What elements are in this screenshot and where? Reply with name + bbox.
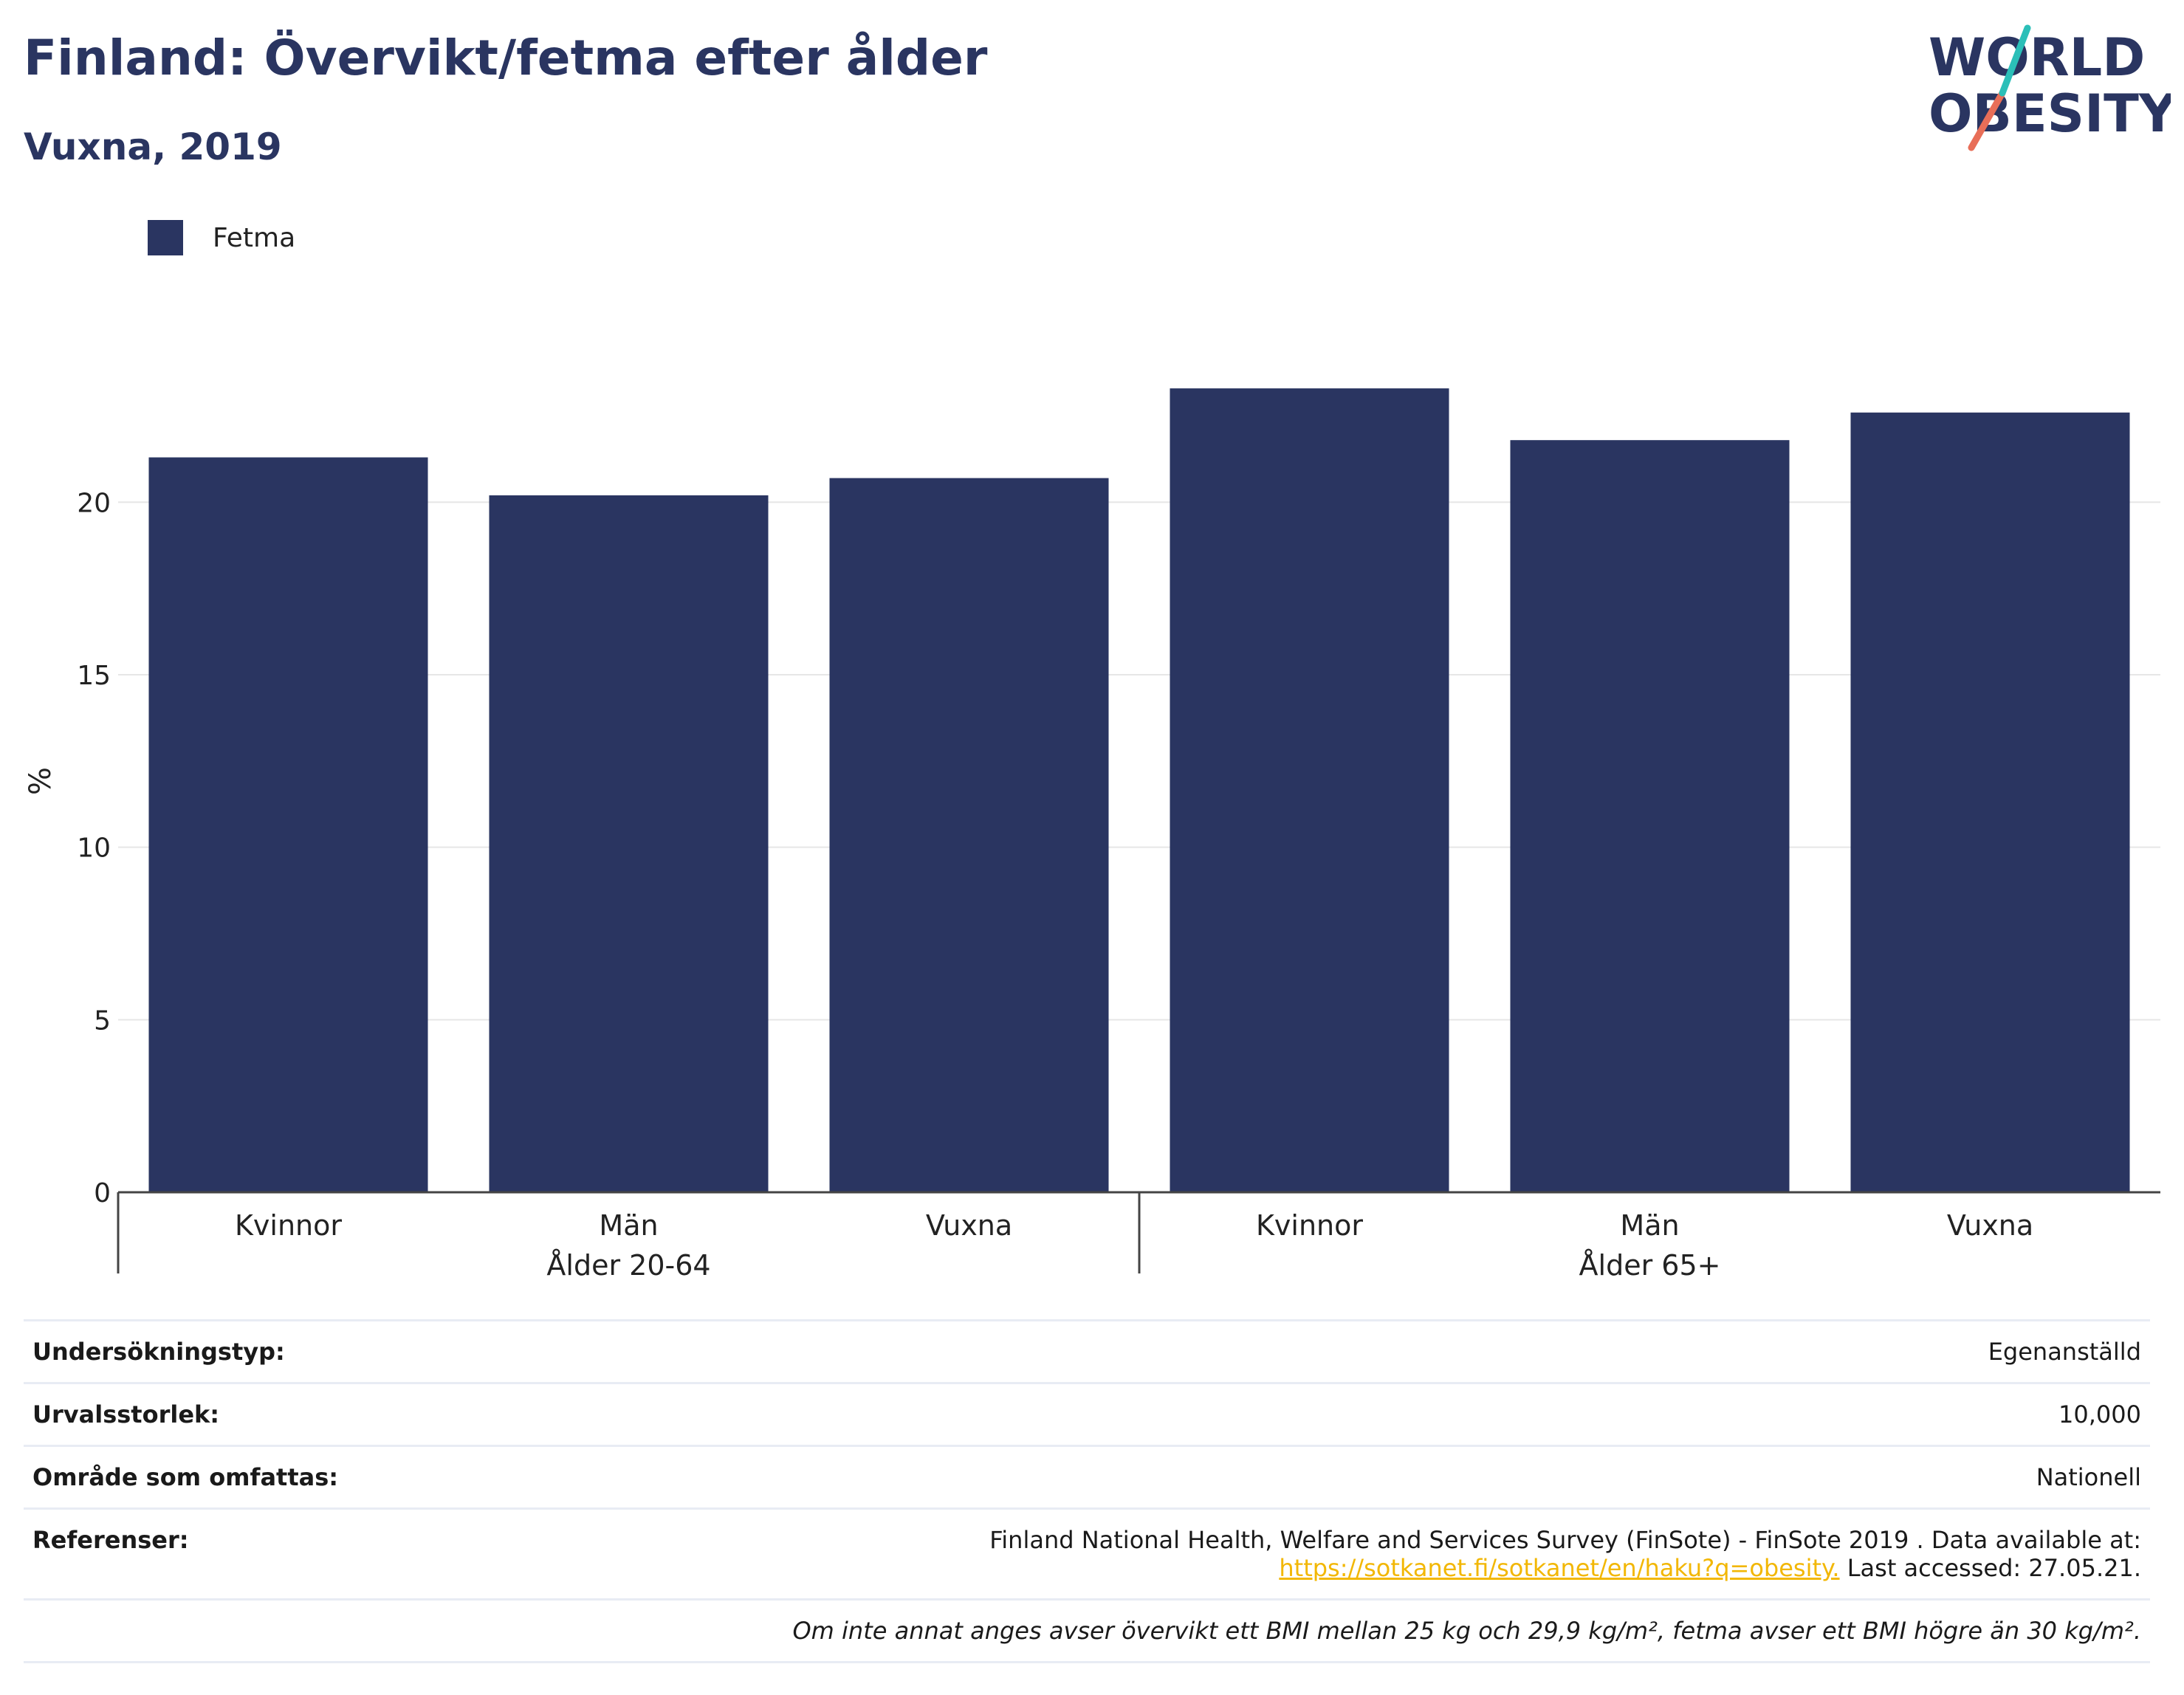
bar-män (489, 495, 769, 1192)
logo-slash-coral (1968, 89, 2006, 151)
info-value: Nationell (484, 1445, 2150, 1510)
chart-subtitle: Vuxna, 2019 (24, 126, 282, 168)
logo-slash-teal (1999, 24, 2031, 97)
survey-info-table: Undersökningstyp: Egenanställd Urvalssto… (24, 1319, 2150, 1663)
chart-title: Finland: Övervikt/fetma efter ålder (24, 30, 988, 86)
info-row-survey-type: Undersökningstyp: Egenanställd (24, 1319, 2150, 1384)
grid-lines (118, 501, 2160, 1021)
x-category-label: Vuxna (926, 1209, 1012, 1242)
info-row-references: Referenser: Finland National Health, Wel… (24, 1508, 2150, 1601)
info-key: Område som omfattas: (24, 1445, 484, 1510)
reference-text: Finland National Health, Welfare and Ser… (989, 1526, 2141, 1554)
bar-vuxna (829, 478, 1109, 1192)
x-category-label: Kvinnor (1256, 1209, 1363, 1242)
x-category-label: Män (1620, 1209, 1679, 1242)
bars (148, 388, 2130, 1193)
y-axis-label: % (24, 767, 58, 795)
x-category-label: Vuxna (1947, 1209, 2033, 1242)
bar-vuxna (1850, 412, 2130, 1192)
y-tick-label: 15 (77, 661, 111, 691)
info-key: Urvalsstorlek: (24, 1383, 484, 1447)
world-obesity-logo: WORLD OBESITY (1929, 24, 2171, 151)
info-row-footnote: Om inte annat anges avser övervikt ett B… (24, 1599, 2150, 1663)
info-key: Referenser: (24, 1508, 484, 1601)
x-group-label: Ålder 65+ (1579, 1249, 1721, 1282)
bar-kvinnor (1170, 388, 1449, 1193)
footnote: Om inte annat anges avser övervikt ett B… (24, 1599, 2150, 1663)
bar-män (1510, 440, 1790, 1192)
y-tick-label: 5 (94, 1005, 111, 1036)
x-category-label: Män (599, 1209, 658, 1242)
info-value: 10,000 (484, 1383, 2150, 1447)
bar-chart: 0 5 10 15 20 Kvinnor Män Vuxna Kvinnor Män Vuxna Ål… (24, 388, 2160, 1282)
info-row-area: Område som omfattas: Nationell (24, 1445, 2150, 1510)
x-group-label: Ålder 20-64 (546, 1249, 710, 1282)
legend: Fetma (148, 220, 295, 255)
reference-link[interactable]: https://sotkanet.fi/sotkanet/en/haku?q=o… (1279, 1554, 1840, 1582)
bar-kvinnor (148, 457, 428, 1192)
axes: 0 5 10 15 20 Kvinnor Män Vuxna Kvinnor Män Vuxna Ål… (77, 488, 2160, 1282)
info-value: Egenanställd (484, 1319, 2150, 1384)
reference-accessed: Last accessed: 27.05.21. (1847, 1554, 2141, 1582)
y-tick-label: 10 (77, 833, 111, 864)
references-value: Finland National Health, Welfare and Ser… (484, 1508, 2150, 1601)
logo-text-world: WORLD (1929, 27, 2145, 88)
info-row-sample-size: Urvalsstorlek: 10,000 (24, 1383, 2150, 1447)
legend-swatch-fetma (148, 220, 183, 255)
x-category-label: Kvinnor (235, 1209, 342, 1242)
info-key: Undersökningstyp: (24, 1319, 484, 1384)
logo-text-obesity: OBESITY (1929, 83, 2171, 144)
y-tick-label: 0 (94, 1178, 111, 1208)
y-tick-label: 20 (77, 488, 111, 518)
legend-label-fetma: Fetma (213, 222, 296, 253)
